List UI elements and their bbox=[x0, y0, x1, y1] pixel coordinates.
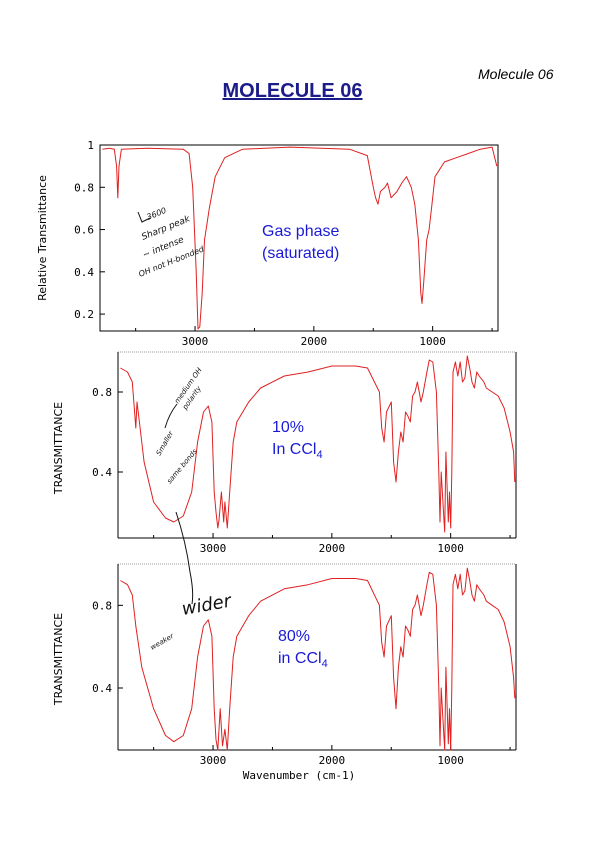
y-tick-label: 0.2 bbox=[74, 308, 94, 321]
x-tick-label: 1000 bbox=[419, 335, 446, 348]
panel-annotation-line1: 10% bbox=[272, 419, 304, 436]
spectrum-line bbox=[120, 567, 516, 751]
y-tick-label: 0.6 bbox=[74, 224, 94, 237]
x-tick-label: 3000 bbox=[200, 754, 227, 767]
y-tick-label: 0.4 bbox=[92, 682, 112, 695]
y-tick-label: 0.4 bbox=[92, 466, 112, 479]
x-tick-label: 1000 bbox=[437, 542, 464, 555]
handwritten-note: Smaller bbox=[155, 429, 176, 457]
x-tick-label: 2000 bbox=[319, 542, 346, 555]
x-tick-label: 2000 bbox=[301, 335, 328, 348]
handwritten-arrow bbox=[137, 211, 151, 223]
y-tick-label: 1 bbox=[87, 139, 94, 152]
handwritten-note: same bonds bbox=[165, 447, 199, 485]
handwritten-note: weaker bbox=[149, 631, 176, 651]
x-tick-label: 3000 bbox=[200, 542, 227, 555]
handwritten-note: wider bbox=[180, 590, 234, 620]
y-tick-label: 0.8 bbox=[92, 386, 112, 399]
panel-annotation-line1: Gas phase bbox=[262, 223, 339, 240]
corner-label: Molecule 06 bbox=[478, 66, 554, 82]
y-axis-label: Relative Transmittance bbox=[36, 175, 49, 301]
panel-annotation-line1: 80% bbox=[278, 628, 310, 645]
handwritten-note: 3600 bbox=[145, 206, 167, 222]
y-axis-label: TRANSMITTANCE bbox=[52, 402, 65, 495]
panel-annotation-line2: in CCl4 bbox=[278, 650, 328, 670]
spectrum-line bbox=[120, 355, 516, 533]
handwritten-arrow bbox=[164, 403, 178, 429]
y-tick-label: 0.8 bbox=[92, 599, 112, 612]
spectrum-line bbox=[102, 146, 498, 330]
x-tick-label: 3000 bbox=[182, 335, 209, 348]
x-tick-label: 2000 bbox=[319, 754, 346, 767]
x-axis-label: Wavenumber (cm-1) bbox=[243, 769, 356, 782]
page-title: MOLECULE 06 bbox=[222, 80, 363, 102]
y-tick-label: 0.8 bbox=[74, 181, 94, 194]
handwritten-arrow bbox=[175, 511, 194, 605]
panel-annotation-line2: (saturated) bbox=[262, 245, 339, 262]
panel-annotation-line2: In CCl4 bbox=[272, 441, 323, 461]
x-tick-label: 1000 bbox=[437, 754, 464, 767]
y-tick-label: 0.4 bbox=[74, 266, 94, 279]
plot-frame bbox=[99, 144, 499, 332]
y-axis-label: TRANSMITTANCE bbox=[52, 613, 65, 706]
